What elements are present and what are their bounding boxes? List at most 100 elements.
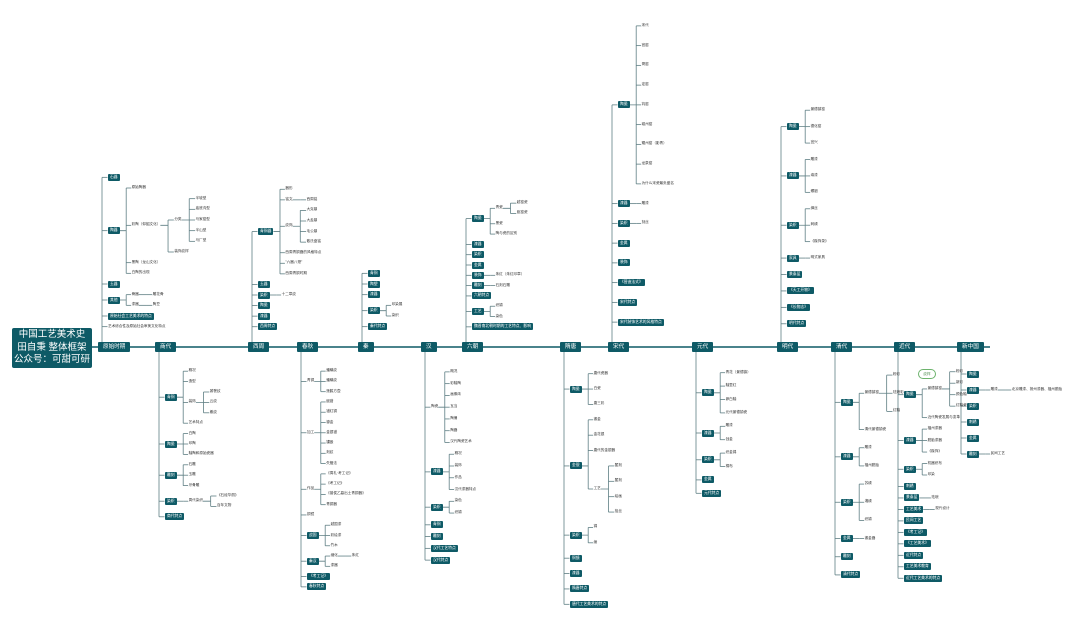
- node-s21[interactable]: 商代特点: [165, 513, 185, 521]
- node-q_10[interactable]: 染织: [841, 498, 853, 506]
- node-q_4[interactable]: 珐琅彩: [892, 390, 904, 395]
- node-s3[interactable]: 造型: [188, 378, 196, 383]
- node-l3[interactable]: 越窑瓷: [516, 200, 528, 205]
- node-m7[interactable]: 填漆: [810, 172, 818, 177]
- node-c1[interactable]: 青铜: [307, 378, 315, 383]
- node-c13[interactable]: 作品: [307, 486, 315, 491]
- node-sd17[interactable]: 《营造法式》: [618, 279, 645, 287]
- node-m2[interactable]: 景德镇窑: [810, 107, 825, 112]
- node-n21[interactable]: 艺术综合性及原始社会审美文化特点: [108, 323, 166, 328]
- node-c12[interactable]: 失蜡法: [326, 460, 337, 465]
- node-c10[interactable]: 镶嵌: [326, 440, 334, 445]
- node-h11[interactable]: 装饰: [454, 463, 462, 467]
- node-n5[interactable]: 分类: [174, 217, 182, 221]
- node-t16[interactable]: 绫: [593, 539, 598, 544]
- node-h1[interactable]: 陶瓷: [431, 404, 439, 409]
- node-n8[interactable]: 马家窑型: [195, 217, 210, 221]
- node-t20[interactable]: 唐代工艺美术的特点: [570, 600, 609, 608]
- era-xinzg[interactable]: 新中国: [957, 342, 984, 352]
- floating-note-bubble[interactable]: 纹样: [918, 369, 936, 379]
- node-h8[interactable]: 汉代陶瓷艺术: [450, 439, 472, 444]
- node-t3[interactable]: 白瓷: [593, 386, 601, 391]
- node-h13[interactable]: 汉代漆器特点: [454, 486, 477, 491]
- node-sd12[interactable]: 雕漆: [641, 200, 649, 205]
- node-y7[interactable]: 雕漆: [725, 423, 733, 428]
- node-s13[interactable]: 雕刻: [165, 471, 177, 479]
- node-t2[interactable]: 唐代瓷器: [593, 370, 608, 375]
- node-c9[interactable]: 金银错: [326, 429, 337, 434]
- node-z2[interactable]: 漆器: [967, 386, 979, 394]
- node-s18[interactable]: 周代染织: [188, 498, 203, 503]
- era-han[interactable]: 汉: [421, 342, 437, 352]
- node-y8[interactable]: 戗金: [725, 436, 733, 441]
- node-x13[interactable]: 玉器: [258, 280, 270, 288]
- node-x1[interactable]: 青铜器: [258, 228, 274, 236]
- node-sd11[interactable]: 漆器: [618, 200, 630, 208]
- node-x5[interactable]: 纹饰: [285, 223, 293, 228]
- node-s5[interactable]: 饕餮纹: [209, 389, 221, 393]
- node-q_6[interactable]: 清代景德镇瓷: [864, 426, 887, 431]
- node-q_11[interactable]: 苏绣: [864, 481, 872, 486]
- node-h9[interactable]: 漆器: [431, 468, 443, 476]
- node-h6[interactable]: 陶俑: [450, 415, 458, 420]
- node-s10[interactable]: 白陶: [188, 430, 196, 435]
- node-t9[interactable]: 工艺: [593, 486, 601, 490]
- node-c21[interactable]: 彩绘漆: [330, 532, 342, 537]
- node-c7[interactable]: 错红铜: [326, 409, 337, 414]
- root-node[interactable]: 中国工艺美术史 田自秉 整体框架 公众号：可甜可研: [12, 328, 92, 368]
- node-n7[interactable]: 庙底沟型: [195, 206, 210, 211]
- node-c27[interactable]: 《考工记》: [307, 573, 330, 581]
- node-c22[interactable]: 竹木: [330, 542, 338, 547]
- node-m13[interactable]: 家具: [787, 254, 799, 262]
- era-qin[interactable]: 秦: [358, 342, 374, 352]
- node-n16[interactable]: 骨器: [131, 291, 139, 296]
- node-n6[interactable]: 半坡型: [195, 195, 207, 200]
- node-s16[interactable]: 牙骨雕: [188, 482, 200, 487]
- node-j17[interactable]: 珐琅: [931, 494, 939, 499]
- node-sd2[interactable]: 宋代: [641, 22, 649, 27]
- node-j1[interactable]: 陶瓷: [904, 391, 916, 399]
- node-z1[interactable]: 陶瓷: [967, 370, 979, 378]
- node-m4[interactable]: 宜兴: [810, 140, 818, 145]
- node-x12[interactable]: 西周青铜时期: [285, 270, 307, 275]
- node-l11[interactable]: 朱红（朱红印章）: [495, 272, 525, 277]
- node-j20[interactable]: 民间工艺: [904, 517, 924, 525]
- node-h2[interactable]: 概况: [450, 368, 458, 373]
- node-j21[interactable]: 《考工记》: [904, 528, 927, 536]
- node-h5[interactable]: 瓦当: [450, 404, 458, 409]
- node-x14[interactable]: 染织: [258, 291, 270, 299]
- node-t6[interactable]: 鎏金: [593, 416, 601, 421]
- era-jindai[interactable]: 近代: [894, 342, 916, 352]
- node-j15[interactable]: 刺绣: [904, 482, 916, 490]
- node-c18[interactable]: 铜镜: [307, 511, 315, 516]
- node-l18[interactable]: 魏晋南北朝时期的工艺特点、影响: [472, 323, 533, 331]
- node-c19[interactable]: 战国: [307, 532, 319, 539]
- node-m15[interactable]: 景泰蓝: [787, 271, 803, 278]
- node-n17[interactable]: 雕花骨: [152, 291, 164, 296]
- node-c14[interactable]: 《周礼·考工记》: [326, 470, 353, 475]
- era-suitang[interactable]: 隋唐: [560, 342, 582, 352]
- node-m11[interactable]: 刺绣: [810, 222, 818, 227]
- node-h7[interactable]: 陶器: [450, 427, 458, 432]
- node-h16[interactable]: 织锦: [454, 510, 462, 515]
- node-j9[interactable]: 福州漆器: [927, 426, 942, 431]
- node-s15[interactable]: 玉雕: [188, 472, 196, 477]
- node-s2[interactable]: 概况: [188, 368, 196, 373]
- node-l14[interactable]: 六朝特点: [472, 292, 492, 300]
- era-liuchao[interactable]: 六朝: [462, 342, 484, 352]
- era-qingdai[interactable]: 清代: [831, 342, 853, 352]
- node-q_3[interactable]: 粉彩: [892, 372, 901, 377]
- node-x15[interactable]: 十二章纹: [281, 292, 296, 296]
- node-n9[interactable]: 半山型: [195, 227, 207, 232]
- node-q_17[interactable]: 清代特点: [841, 571, 861, 579]
- node-t14[interactable]: 染织: [570, 531, 582, 539]
- node-s8[interactable]: 艺术特点: [188, 420, 203, 425]
- node-j16[interactable]: 景泰蓝: [904, 494, 920, 502]
- node-x4[interactable]: 西周铭: [306, 196, 318, 201]
- node-sd7[interactable]: 磁州窑: [641, 121, 653, 126]
- node-sd6[interactable]: 钧窑: [641, 101, 649, 106]
- node-sd1[interactable]: 陶瓷: [618, 101, 630, 109]
- node-y1[interactable]: 陶瓷: [702, 389, 714, 397]
- node-t7[interactable]: 金花银: [593, 432, 605, 437]
- node-j19[interactable]: 现代设计: [935, 506, 950, 511]
